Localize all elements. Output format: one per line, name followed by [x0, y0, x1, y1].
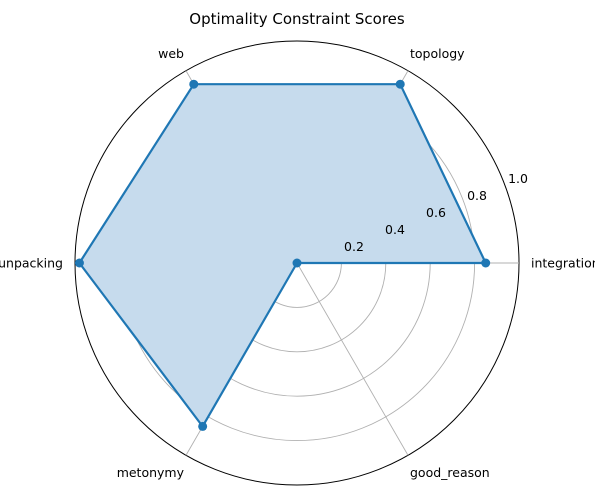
radial-tick-label: 0.6: [426, 205, 446, 220]
data-point-metonymy: [198, 421, 208, 431]
radar-series: [74, 79, 491, 431]
radial-tick-label: 0.2: [344, 239, 364, 254]
category-label-topology: topology: [410, 46, 465, 61]
radial-tick-label: 0.8: [467, 188, 487, 203]
radial-tick-label: 0.4: [385, 222, 405, 237]
category-label-metonymy: metonymy: [117, 465, 185, 480]
category-label-web: web: [158, 46, 184, 61]
category-label-unpacking: unpacking: [0, 256, 63, 271]
radar-spoke: [296, 262, 409, 456]
data-point-topology: [395, 79, 405, 89]
data-point-integration: [481, 258, 491, 268]
data-point-web: [189, 79, 199, 89]
category-label-integration: integration: [531, 256, 595, 271]
category-label-good_reason: good_reason: [410, 465, 490, 480]
radar-labels: 0.2 0.4 0.6 0.8 1.0 integration topology web unp…: [0, 46, 595, 480]
data-point-unpacking: [74, 258, 84, 268]
data-point-good_reason: [292, 258, 302, 268]
radial-tick-label: 1.0: [508, 171, 528, 186]
series-fill-area: [79, 84, 486, 427]
chart-title: Optimality Constraint Scores: [189, 10, 405, 28]
